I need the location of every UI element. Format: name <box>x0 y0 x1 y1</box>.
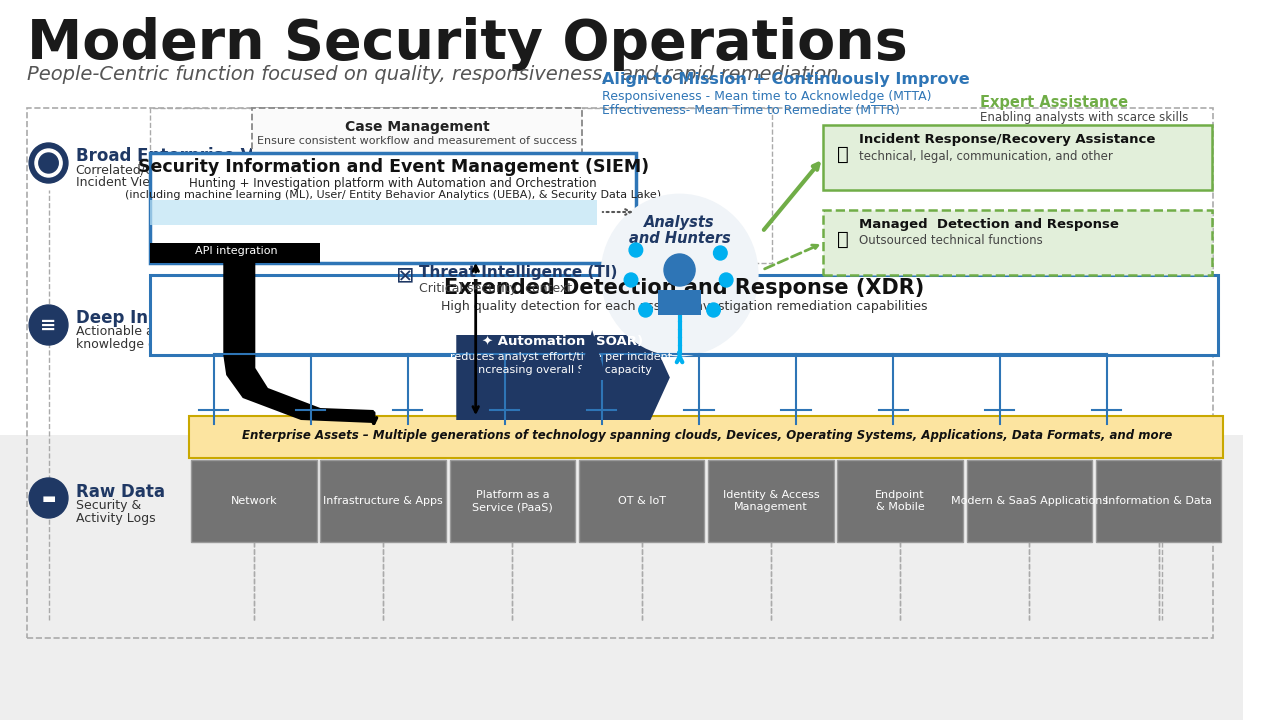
Text: and Hunters: and Hunters <box>628 231 731 246</box>
Text: Activity Logs: Activity Logs <box>76 512 155 525</box>
Text: High quality detection for each asset + investigation remediation capabilities: High quality detection for each asset + … <box>442 300 928 313</box>
Text: People-Centric function focused on quality, responsiveness,  and rapid remediati: People-Centric function focused on quali… <box>27 65 838 84</box>
FancyBboxPatch shape <box>189 416 1224 458</box>
Text: Network: Network <box>230 496 278 506</box>
PathPatch shape <box>658 290 701 315</box>
Text: Platform as a
Service (PaaS): Platform as a Service (PaaS) <box>472 490 553 512</box>
Text: OT & IoT: OT & IoT <box>618 496 666 506</box>
PathPatch shape <box>456 335 669 420</box>
FancyBboxPatch shape <box>823 210 1212 275</box>
FancyBboxPatch shape <box>151 275 1219 355</box>
Text: ⊠: ⊠ <box>396 265 415 285</box>
FancyBboxPatch shape <box>449 460 575 542</box>
Text: (including machine learning (ML), User/ Entity Behavior Analytics (UEBA), & Secu: (including machine learning (ML), User/ … <box>125 190 662 200</box>
Circle shape <box>602 195 758 355</box>
Text: technical, legal, communication, and other: technical, legal, communication, and oth… <box>859 150 1114 163</box>
FancyBboxPatch shape <box>191 460 316 542</box>
Text: Responsiveness - Mean time to Acknowledge (MTTA): Responsiveness - Mean time to Acknowledg… <box>602 90 932 103</box>
FancyBboxPatch shape <box>708 460 833 542</box>
Text: Information & Data: Information & Data <box>1105 496 1212 506</box>
Circle shape <box>38 153 59 173</box>
Text: Critical security  context: Critical security context <box>420 282 572 295</box>
Text: 👤: 👤 <box>837 145 849 164</box>
FancyBboxPatch shape <box>151 153 636 263</box>
Text: Ensure consistent workflow and measurement of success: Ensure consistent workflow and measureme… <box>257 136 577 146</box>
Circle shape <box>639 303 653 317</box>
Text: ✦ Automation (SOAR): ✦ Automation (SOAR) <box>483 335 644 348</box>
Text: Case Management: Case Management <box>346 120 490 134</box>
Text: Extended Detection and Response (XDR): Extended Detection and Response (XDR) <box>444 278 924 298</box>
Circle shape <box>29 143 68 183</box>
Circle shape <box>29 305 68 345</box>
Text: Modern & SaaS Applications: Modern & SaaS Applications <box>951 496 1108 506</box>
Circle shape <box>713 246 727 260</box>
Circle shape <box>707 303 721 317</box>
Text: Incident Response/Recovery Assistance: Incident Response/Recovery Assistance <box>859 133 1156 146</box>
Circle shape <box>628 243 643 257</box>
Text: increasing overall SOC capacity: increasing overall SOC capacity <box>475 365 652 375</box>
Text: ▬: ▬ <box>41 490 56 505</box>
Circle shape <box>664 254 695 286</box>
Text: Analysts: Analysts <box>644 215 714 230</box>
FancyBboxPatch shape <box>823 125 1212 190</box>
Text: Broad Enterprise View: Broad Enterprise View <box>76 147 285 165</box>
Text: API integration: API integration <box>195 246 278 256</box>
Text: Incident View: Incident View <box>76 176 160 189</box>
Text: Endpoint
& Mobile: Endpoint & Mobile <box>876 490 925 512</box>
Text: Modern Security Operations: Modern Security Operations <box>27 17 908 71</box>
Text: Raw Data: Raw Data <box>76 483 165 501</box>
Circle shape <box>29 478 68 518</box>
FancyBboxPatch shape <box>151 200 596 225</box>
FancyBboxPatch shape <box>1096 460 1221 542</box>
PathPatch shape <box>577 330 607 380</box>
Text: Enabling analysts with scarce skills: Enabling analysts with scarce skills <box>980 111 1189 124</box>
Text: Infrastructure & Apps: Infrastructure & Apps <box>324 496 443 506</box>
Text: ≡: ≡ <box>41 315 56 335</box>
PathPatch shape <box>223 263 374 423</box>
Text: Align to Mission + Continuously Improve: Align to Mission + Continuously Improve <box>602 72 970 87</box>
Text: reduces analyst effort/time per incident,: reduces analyst effort/time per incident… <box>451 352 676 362</box>
FancyBboxPatch shape <box>837 460 963 542</box>
Text: Correlated/Unified: Correlated/Unified <box>76 163 189 176</box>
FancyBboxPatch shape <box>151 243 320 263</box>
Text: Outsourced technical functions: Outsourced technical functions <box>859 234 1043 247</box>
Text: Threat Intelligence (TI): Threat Intelligence (TI) <box>420 265 618 280</box>
Text: Identity & Access
Management: Identity & Access Management <box>722 490 819 512</box>
FancyBboxPatch shape <box>252 108 582 160</box>
Text: Hunting + Investigation platform with Automation and Orchestration: Hunting + Investigation platform with Au… <box>189 177 596 190</box>
Circle shape <box>719 273 733 287</box>
FancyBboxPatch shape <box>320 460 445 542</box>
Text: Security Information and Event Management (SIEM): Security Information and Event Managemen… <box>138 158 649 176</box>
Text: Expert Assistance: Expert Assistance <box>980 95 1129 110</box>
Text: Security &: Security & <box>76 499 141 512</box>
FancyBboxPatch shape <box>0 435 1243 720</box>
FancyBboxPatch shape <box>966 460 1092 542</box>
Circle shape <box>35 149 63 177</box>
Text: 🤝: 🤝 <box>837 230 849 249</box>
Circle shape <box>625 273 637 287</box>
Text: Effectiveness- Mean Time to Remediate (MTTR): Effectiveness- Mean Time to Remediate (M… <box>602 104 900 117</box>
Text: knowledge of assets and advanced analytics: knowledge of assets and advanced analyti… <box>76 338 357 351</box>
Text: Deep Insights: Deep Insights <box>76 309 205 327</box>
FancyBboxPatch shape <box>579 460 704 542</box>
Text: Managed  Detection and Response: Managed Detection and Response <box>859 218 1119 231</box>
Text: Enterprise Assets – Multiple generations of technology spanning clouds, Devices,: Enterprise Assets – Multiple generations… <box>242 428 1172 441</box>
Text: Actionable alerts derived from deep: Actionable alerts derived from deep <box>76 325 301 338</box>
